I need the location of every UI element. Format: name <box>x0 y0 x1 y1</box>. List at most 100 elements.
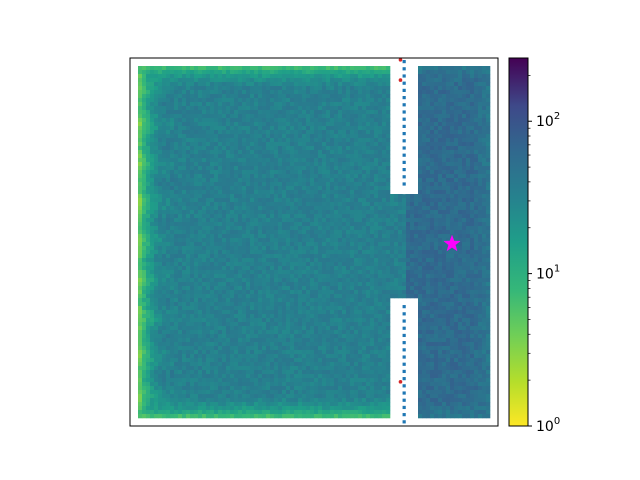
heatmap-cell <box>274 82 279 87</box>
heatmap-cell <box>186 154 191 159</box>
heatmap-cell <box>470 246 475 251</box>
heatmap-cell <box>274 106 279 111</box>
heatmap-cell <box>202 278 207 283</box>
heatmap-cell <box>350 158 355 163</box>
heatmap-cell <box>438 282 443 287</box>
heatmap-cell <box>474 154 479 159</box>
heatmap-cell <box>346 114 351 119</box>
heatmap-cell <box>206 250 211 255</box>
heatmap-cell <box>198 94 203 99</box>
heatmap-cell <box>174 190 179 195</box>
heatmap-cell <box>246 230 251 235</box>
heatmap-cell <box>486 74 491 79</box>
heatmap-cell <box>350 70 355 75</box>
heatmap-cell <box>410 290 415 295</box>
heatmap-cell <box>474 118 479 123</box>
heatmap-cell <box>206 122 211 127</box>
heatmap-cell <box>450 98 455 103</box>
heatmap-cell <box>186 218 191 223</box>
heatmap-cell <box>198 194 203 199</box>
heatmap-cell <box>386 158 391 163</box>
heatmap-cell <box>162 206 167 211</box>
heatmap-cell <box>206 114 211 119</box>
heatmap-cell <box>354 126 359 131</box>
heatmap-cell <box>358 258 363 263</box>
heatmap-cell <box>158 230 163 235</box>
heatmap-cell <box>306 246 311 251</box>
heatmap-cell <box>366 242 371 247</box>
heatmap-cell <box>370 166 375 171</box>
heatmap-cell <box>466 266 471 271</box>
heatmap-cell <box>334 222 339 227</box>
heatmap-cell <box>354 162 359 167</box>
heatmap-cell <box>310 178 315 183</box>
heatmap-cell <box>378 102 383 107</box>
heatmap-cell <box>314 186 319 191</box>
heatmap-cell <box>158 262 163 267</box>
heatmap-cell <box>230 222 235 227</box>
heatmap-cell <box>142 242 147 247</box>
heatmap-cell <box>202 170 207 175</box>
heatmap-cell <box>438 198 443 203</box>
heatmap-cell <box>482 146 487 151</box>
heatmap-cell <box>222 218 227 223</box>
heatmap-cell <box>242 258 247 263</box>
heatmap-cell <box>374 86 379 91</box>
heatmap-cell <box>182 150 187 155</box>
heatmap-cell <box>478 134 483 139</box>
heatmap-cell <box>342 274 347 279</box>
heatmap-cell <box>202 198 207 203</box>
heatmap-cell <box>230 242 235 247</box>
heatmap-cell <box>194 126 199 131</box>
heatmap-cell <box>346 238 351 243</box>
heatmap-cell <box>482 98 487 103</box>
heatmap-cell <box>222 214 227 219</box>
heatmap-cell <box>406 286 411 291</box>
heatmap-cell <box>282 290 287 295</box>
heatmap-cell <box>486 278 491 283</box>
heatmap-cell <box>274 134 279 139</box>
heatmap-cell <box>310 130 315 135</box>
heatmap-cell <box>398 282 403 287</box>
heatmap-cell <box>470 114 475 119</box>
heatmap-cell <box>422 206 427 211</box>
heatmap-cell <box>418 238 423 243</box>
heatmap-cell <box>330 146 335 151</box>
heatmap-cell <box>330 286 335 291</box>
heatmap-cell <box>326 166 331 171</box>
heatmap-cell <box>190 250 195 255</box>
heatmap-cell <box>182 254 187 259</box>
heatmap-cell <box>338 154 343 159</box>
heatmap-cell <box>438 134 443 139</box>
heatmap-cell <box>474 270 479 275</box>
heatmap-cell <box>386 206 391 211</box>
heatmap-cell <box>338 286 343 291</box>
heatmap-cell <box>366 94 371 99</box>
heatmap-cell <box>342 190 347 195</box>
heatmap-cell <box>462 142 467 147</box>
heatmap-cell <box>234 146 239 151</box>
heatmap-cell <box>146 82 151 87</box>
heatmap-cell <box>158 270 163 275</box>
heatmap-cell <box>378 262 383 267</box>
heatmap-cell <box>338 102 343 107</box>
heatmap-cell <box>294 102 299 107</box>
heatmap-cell <box>410 246 415 251</box>
heatmap-cell <box>374 106 379 111</box>
heatmap-cell <box>422 146 427 151</box>
heatmap-cell <box>322 238 327 243</box>
heatmap-cell <box>302 198 307 203</box>
heatmap-cell <box>278 98 283 103</box>
heatmap-cell <box>290 234 295 239</box>
heatmap-cell <box>234 66 239 71</box>
heatmap-cell <box>330 66 335 71</box>
heatmap-cell <box>438 182 443 187</box>
heatmap-cell <box>274 74 279 79</box>
heatmap-cell <box>362 86 367 91</box>
heatmap-cell <box>246 146 251 151</box>
heatmap-cell <box>286 150 291 155</box>
heatmap-cell <box>426 218 431 223</box>
heatmap-cell <box>454 194 459 199</box>
heatmap-cell <box>358 298 363 303</box>
heatmap-cell <box>242 102 247 107</box>
